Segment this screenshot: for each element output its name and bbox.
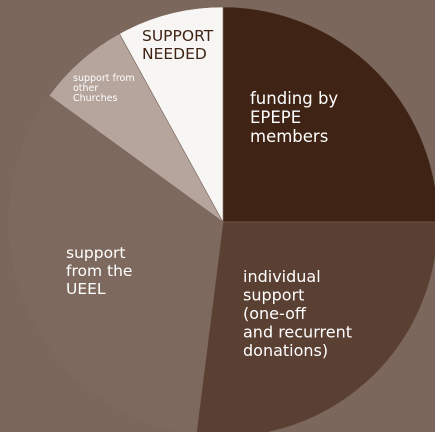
slice-label-line: individual [243, 267, 321, 286]
slice-label-line: other [73, 83, 98, 94]
slice-label-4: support from other Churches [73, 73, 135, 104]
slice-label-line: members [250, 127, 328, 146]
slice-label-3: support from the UEEL [66, 244, 132, 298]
slice-label-2: individual support (one-off and recurrent do… [243, 267, 352, 360]
slice-label-line: from the [66, 262, 132, 280]
pie-slice-5 [119, 6, 224, 223]
pie-slice-3 [7, 95, 224, 432]
slice-label-line: funding by [250, 89, 338, 108]
slice-label-line: and recurrent [243, 323, 352, 342]
slice-label-line: support [243, 286, 304, 305]
slice-label-line: (one-off [243, 304, 307, 323]
pie-slice-2 [196, 221, 435, 432]
slice-label-line: NEEDED [142, 45, 207, 63]
slice-label-line: support [66, 244, 126, 262]
slice-label-5: SUPPORT NEEDED [142, 27, 214, 63]
pie-slices [7, 6, 435, 432]
slice-label-line: SUPPORT [142, 27, 214, 45]
slice-label-line: donations) [243, 341, 328, 360]
slice-label-line: EPEPE [250, 108, 301, 127]
slice-label-line: UEEL [66, 280, 106, 298]
slice-label-line: Churches [73, 93, 117, 104]
pie-slice-1 [222, 6, 435, 223]
slice-label-line: support from [73, 73, 135, 84]
slice-label-1: funding by EPEPE members [250, 89, 338, 146]
